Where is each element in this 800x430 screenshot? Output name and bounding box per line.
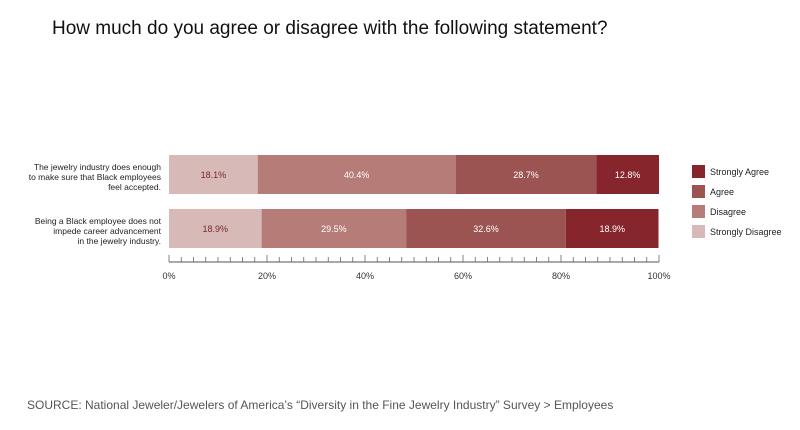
data-label: 29.5%: [321, 224, 347, 234]
bar-segment: [257, 155, 456, 194]
legend-swatch: [692, 185, 705, 198]
legend-label: Agree: [710, 187, 734, 197]
chart-title: How much do you agree or disagree with t…: [52, 18, 608, 39]
bar-segment: [455, 155, 597, 194]
legend-label: Strongly Disagree: [710, 227, 782, 237]
x-axis: 0% 20% 40% 60% 80% 100%: [162, 255, 671, 281]
x-tick-label: 0%: [162, 271, 175, 281]
category-label-line: The jewelry industry does enough: [34, 162, 161, 172]
bar-segment: [596, 155, 659, 194]
legend-label: Strongly Agree: [710, 167, 769, 177]
bar-segment: [169, 209, 262, 248]
data-label: 28.7%: [513, 170, 539, 180]
x-tick-label: 100%: [647, 271, 670, 281]
bars-layer: 18.1% 40.4% 28.7% 12.8% 18.9% 29.5% 32.6% 18.9%: [169, 155, 659, 248]
legend: Strongly Agree Agree Disagree Strongly Disa…: [692, 165, 782, 238]
data-label: 18.9%: [599, 224, 625, 234]
x-tick-label: 60%: [454, 271, 472, 281]
x-tick-label: 40%: [356, 271, 374, 281]
category-label-line: impede career advancement: [53, 226, 161, 236]
category-labels: The jewelry industry does enough to make …: [29, 162, 162, 246]
category-label-line: in the jewelry industry.: [78, 236, 161, 246]
bar-segment: [406, 209, 566, 248]
data-label: 40.4%: [344, 170, 370, 180]
data-label: 18.9%: [203, 224, 229, 234]
x-tick-label: 20%: [258, 271, 276, 281]
legend-swatch: [692, 225, 705, 238]
legend-label: Disagree: [710, 207, 746, 217]
bar-segment: [565, 209, 659, 248]
legend-swatch: [692, 205, 705, 218]
data-label: 18.1%: [201, 170, 227, 180]
bar-segment: [261, 209, 407, 248]
category-label: The jewelry industry does enough to make …: [29, 162, 162, 192]
category-label-line: to make sure that Black employees: [29, 172, 161, 182]
category-label: Being a Black employee does not impede ca…: [35, 216, 162, 246]
data-label: 32.6%: [473, 224, 499, 234]
category-label-line: feel accepted.: [108, 182, 161, 192]
data-label: 12.8%: [615, 170, 641, 180]
category-label-line: Being a Black employee does not: [35, 216, 162, 226]
x-tick-label: 80%: [552, 271, 570, 281]
legend-swatch: [692, 165, 705, 178]
source-note: SOURCE: National Jeweler/Jewelers of Ame…: [27, 398, 614, 412]
bar-segment: [169, 155, 258, 194]
